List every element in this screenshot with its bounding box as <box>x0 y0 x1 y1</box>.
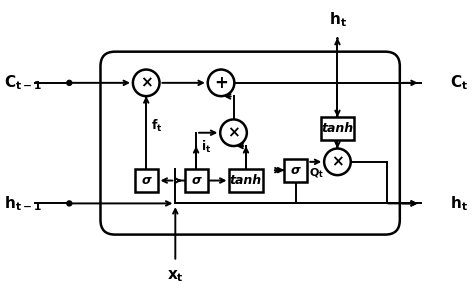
Text: tanh: tanh <box>321 122 354 135</box>
Text: σ: σ <box>141 174 151 187</box>
Text: +: + <box>214 74 228 92</box>
Circle shape <box>67 80 72 85</box>
Text: $\mathbf{Q_t}$: $\mathbf{Q_t}$ <box>310 167 325 180</box>
FancyBboxPatch shape <box>229 169 263 192</box>
Text: tanh: tanh <box>230 174 262 187</box>
Text: ×: × <box>140 75 153 90</box>
Text: $\mathbf{h_{t-1}}$: $\mathbf{h_{t-1}}$ <box>4 194 42 213</box>
FancyBboxPatch shape <box>284 159 307 182</box>
Circle shape <box>67 201 72 206</box>
Circle shape <box>133 69 160 96</box>
Text: $\mathbf{f_t}$: $\mathbf{f_t}$ <box>151 118 163 134</box>
Text: $\mathbf{i_t}$: $\mathbf{i_t}$ <box>201 139 211 155</box>
Text: ×: × <box>331 154 344 169</box>
Text: $\mathbf{C_{t-1}}$: $\mathbf{C_{t-1}}$ <box>4 74 42 92</box>
Text: σ: σ <box>291 164 301 177</box>
FancyBboxPatch shape <box>185 169 208 192</box>
FancyBboxPatch shape <box>135 169 158 192</box>
Text: $\mathbf{C_t}$: $\mathbf{C_t}$ <box>450 74 468 92</box>
Circle shape <box>324 149 351 175</box>
Text: σ: σ <box>191 174 201 187</box>
Circle shape <box>208 69 234 96</box>
Text: $\mathbf{h_t}$: $\mathbf{h_t}$ <box>450 194 467 213</box>
Text: ×: × <box>227 125 240 140</box>
FancyBboxPatch shape <box>321 117 354 140</box>
Text: $\mathbf{x_t}$: $\mathbf{x_t}$ <box>167 268 184 284</box>
Circle shape <box>220 119 247 146</box>
Text: $\mathbf{h_t}$: $\mathbf{h_t}$ <box>328 10 346 29</box>
